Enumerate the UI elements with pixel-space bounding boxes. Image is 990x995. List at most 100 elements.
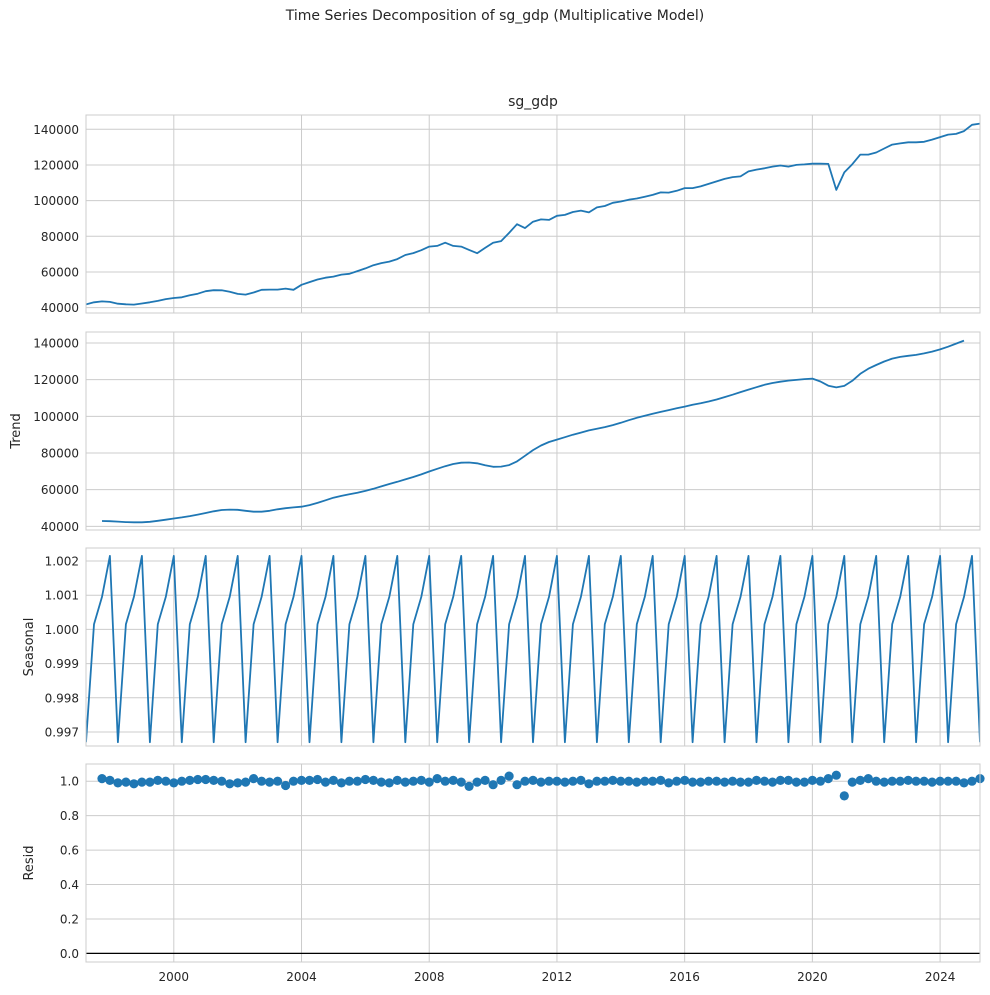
resid-point [624,776,634,786]
resid-point [528,775,538,786]
resid-point [855,775,865,786]
resid-point [241,777,251,787]
resid-point [376,777,386,787]
resid-point [161,776,171,786]
resid-point [600,776,610,786]
resid-point [863,774,873,784]
resid-point [616,776,626,786]
resid-point [552,776,562,786]
resid-point [783,775,794,786]
resid-point [664,778,674,788]
seasonal-ylabel: Seasonal [22,618,37,677]
figure-title: Time Series Decomposition of sg_gdp (Mul… [285,8,705,24]
trend-ytick-label: 60000 [41,483,79,497]
resid-point [464,781,474,792]
seasonal-series-line [86,555,980,744]
resid-point [935,776,945,786]
resid-point [185,775,195,786]
resid-point [265,777,275,787]
resid-point [448,775,458,786]
resid-point [480,775,490,786]
resid-point [137,777,147,787]
resid-point [696,777,706,787]
resid-point [831,770,841,780]
x-tick-label: 2016 [669,970,700,984]
resid-point [759,776,770,786]
resid-point [879,777,889,787]
resid-point [520,776,530,786]
observed-ytick-label: 60000 [41,265,79,279]
resid-point [887,776,897,786]
resid-point [672,776,682,786]
resid-point [121,777,131,787]
resid-point [129,779,139,789]
resid-point [368,775,378,786]
resid-point [273,776,283,786]
x-tick-label: 2012 [542,970,573,984]
trend-ytick-label: 100000 [33,410,79,424]
resid-point [791,777,802,787]
resid-point [360,774,370,785]
observed-frame [85,114,981,314]
resid-point [680,775,690,786]
resid-point [105,775,115,786]
resid-ytick-label: 0.0 [60,947,79,961]
resid-point [344,776,354,786]
resid-point [767,777,778,787]
resid-point [927,777,937,787]
x-tick-label: 2020 [797,970,828,984]
resid-point [839,791,849,801]
resid-point [943,776,953,786]
resid-point [640,776,650,786]
resid-point [217,776,227,786]
resid-point [97,774,107,784]
observed-series-line [86,122,980,306]
resid-point [568,776,578,786]
trend-ylabel: Trend [9,413,24,450]
seasonal-ytick-label: 1.000 [45,623,79,637]
resid-point [951,776,961,786]
trend-ytick-label: 80000 [41,447,79,461]
resid-point [895,776,905,786]
resid-point [177,776,187,786]
resid-point [911,776,921,786]
resid-panel: 0.0 0.2 0.4 0.6 0.8 1.0 Resid 2000 2004 2008 2012 2… [22,763,985,984]
resid-point [743,777,754,787]
seasonal-ytick-label: 0.998 [45,691,79,705]
resid-point [496,775,506,786]
resid-ylabel: Resid [22,845,37,880]
resid-point [871,776,881,786]
resid-point [384,778,394,788]
resid-ytick-label: 0.4 [60,878,79,892]
resid-point [584,779,594,789]
resid-point [632,777,642,787]
trend-frame [85,331,981,531]
resid-point [728,776,738,786]
resid-point [576,775,586,786]
resid-point [807,775,818,786]
resid-point [847,777,857,787]
seasonal-frame [85,547,981,747]
resid-point [504,771,514,781]
resid-frame [85,763,981,963]
resid-point [201,774,211,785]
resid-point [799,777,810,787]
resid-point [712,776,722,786]
trend-series-line [101,339,965,524]
trend-ytick-label: 140000 [33,337,79,351]
x-tick-label: 2000 [159,970,190,984]
resid-point [296,775,307,786]
resid-ytick-label: 0.8 [60,809,79,823]
observed-ytick-label: 120000 [33,158,79,172]
resid-point [823,774,833,784]
resid-point [536,777,546,787]
resid-point [608,775,618,786]
resid-point [751,775,762,786]
resid-point [312,774,323,785]
resid-point [775,775,786,786]
observed-ytick-label: 40000 [41,301,79,315]
resid-point [592,776,602,786]
resid-point [113,778,123,788]
resid-point [193,774,203,785]
